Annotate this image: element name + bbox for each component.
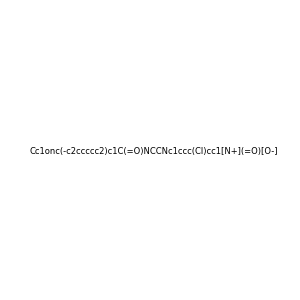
Text: Cc1onc(-c2ccccc2)c1C(=O)NCCNc1ccc(Cl)cc1[N+](=O)[O-]: Cc1onc(-c2ccccc2)c1C(=O)NCCNc1ccc(Cl)cc1… — [29, 147, 278, 156]
